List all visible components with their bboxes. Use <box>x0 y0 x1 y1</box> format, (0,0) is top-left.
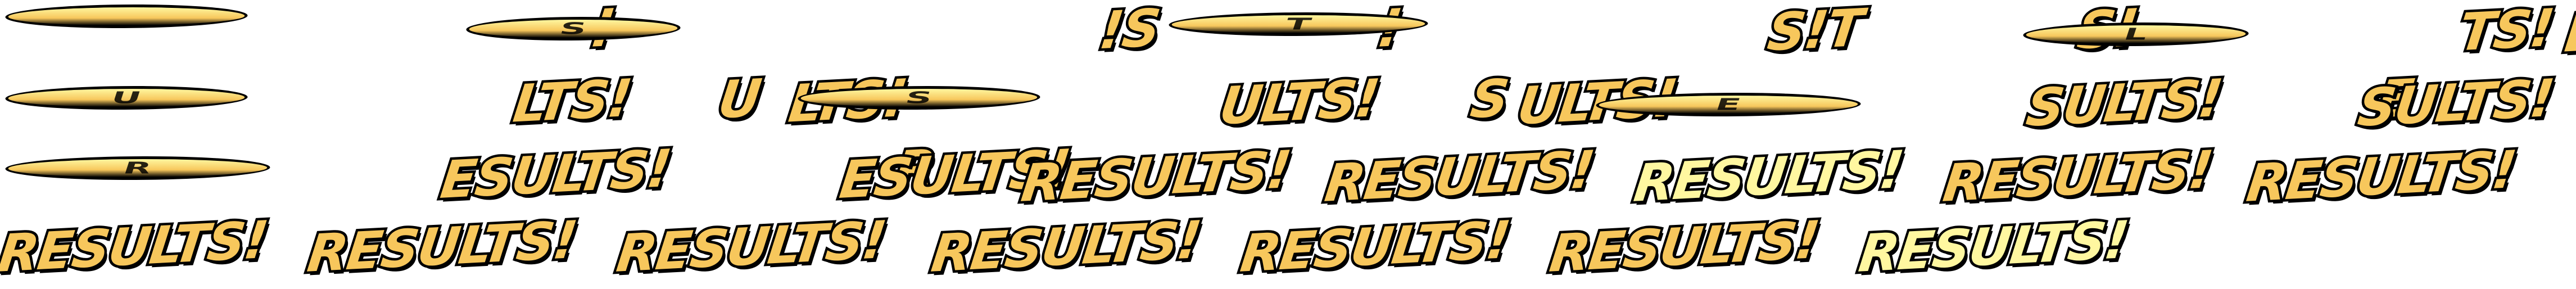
sprite-frame: RESULTS! <box>1853 207 2158 286</box>
sprite-frame: RESULTS! <box>0 207 298 286</box>
sprite-frame <box>0 0 298 70</box>
results-glyph: RESULTS! <box>2241 137 2521 216</box>
streak-letter: S <box>905 88 933 107</box>
sprite-frame: RESULTS! <box>1937 137 2243 216</box>
frame-text: RESULTS! <box>1319 133 1630 219</box>
sprite-frame: RESULTS! <box>1016 137 1321 216</box>
results-glyph: RESULTS! <box>302 207 582 286</box>
frame-text: RESULTS! <box>0 203 304 289</box>
frame-text: RESULTS! <box>926 203 1237 289</box>
sprite-frame: R <box>0 141 298 211</box>
sprite-frame: RESULTS! <box>1544 207 1849 286</box>
sprite-frame: RESULTS! <box>1235 207 1540 286</box>
frame-text: RESULTS! <box>1853 203 2164 289</box>
sprite-frame: RESULTS! <box>611 207 916 286</box>
results-glyph: RESULTS! <box>1235 207 1515 286</box>
sprite-frame: E <box>1585 70 1883 141</box>
sprite-frame: U <box>0 70 298 141</box>
results-glyph: RESULTS! <box>1016 137 1296 216</box>
frame-text: RESULTS! <box>1628 133 1939 219</box>
frame-text: RESULTS! <box>611 203 922 289</box>
results-glyph: RESULTS! <box>1937 137 2218 216</box>
results-glyph: LTS! <box>2559 0 2576 66</box>
sprite-frame: L <box>1979 0 2276 70</box>
sprite-frame: RESULTS! <box>1319 137 1624 216</box>
streak-letter: T <box>1285 15 1312 34</box>
streak-letter: L <box>2123 25 2149 44</box>
sprite-frame: RESULTS! <box>1628 137 1934 216</box>
sprite-frame: RESULTS! <box>2241 137 2546 216</box>
results-glyph: RESULTS! <box>0 207 273 286</box>
frame-text: RESULTS! <box>1016 133 1327 219</box>
streak-letter: E <box>1715 95 1742 114</box>
sprite-frame: LTS! <box>2383 0 2576 70</box>
motion-streak: E <box>1588 93 1869 116</box>
results-glyph: RESULTS! <box>1319 137 1600 216</box>
sprite-frame: RESULTS! <box>926 207 1231 286</box>
results-glyph: RESULTS! <box>1544 207 1825 286</box>
frame-text: RESULTS! <box>2241 133 2552 219</box>
results-glyph: RESULTS! <box>926 207 1206 286</box>
frame-text: RESULTS! <box>1937 133 2248 219</box>
frame-text: RESULTS! <box>1544 203 1855 289</box>
sprite-frame: RESULTS! <box>302 207 607 286</box>
sprite-frame: ESULTS! <box>371 136 677 213</box>
motion-streak: T <box>1161 12 1436 36</box>
streak-letter: U <box>111 88 142 107</box>
sprite-frame: S <box>776 70 1074 141</box>
motion-streak: S <box>458 17 689 40</box>
sprite-frame: S <box>444 0 742 70</box>
results-glyph: RESULTS! <box>611 207 891 286</box>
motion-streak: U <box>0 86 256 110</box>
frame-text: RESULTS! <box>1235 203 1546 289</box>
results-glyph: RESULTS! <box>1628 137 1909 216</box>
sprite-frame: SULTS! <box>2254 65 2559 141</box>
motion-streak: R <box>0 156 278 180</box>
motion-streak <box>0 4 256 28</box>
motion-streak: L <box>2015 22 2257 46</box>
sprite-frame: S!T <box>1563 0 1868 70</box>
frame-text: RESULTS! <box>302 203 613 289</box>
results-glyph: SULTS! <box>2352 65 2559 141</box>
streak-letter: R <box>123 159 153 178</box>
streak-letter: S <box>559 19 587 38</box>
results-glyph: RESULTS! <box>1853 207 2134 286</box>
motion-streak: S <box>790 86 1048 110</box>
sprite-frame: T <box>1158 0 1456 70</box>
